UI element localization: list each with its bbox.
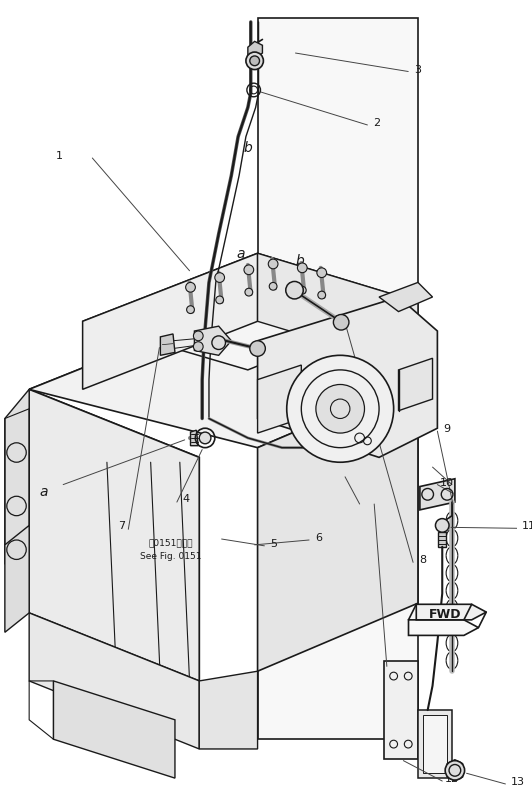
Circle shape (250, 57, 260, 67)
Polygon shape (82, 254, 257, 389)
Text: 8: 8 (419, 555, 426, 565)
Polygon shape (384, 662, 418, 759)
Polygon shape (190, 430, 198, 446)
Text: 12: 12 (445, 773, 459, 783)
Circle shape (245, 289, 253, 296)
Circle shape (268, 259, 278, 270)
Text: b: b (296, 254, 304, 268)
Polygon shape (416, 605, 486, 620)
Polygon shape (5, 526, 29, 633)
Polygon shape (257, 380, 418, 671)
Text: 1: 1 (56, 151, 63, 161)
Circle shape (187, 307, 194, 314)
Text: 7: 7 (118, 521, 125, 531)
Circle shape (212, 336, 226, 350)
Text: FWD: FWD (429, 607, 462, 620)
Polygon shape (29, 613, 200, 749)
Polygon shape (409, 620, 478, 636)
Polygon shape (194, 327, 231, 356)
Polygon shape (257, 298, 437, 458)
Circle shape (186, 283, 195, 293)
Polygon shape (438, 532, 446, 547)
Circle shape (246, 53, 263, 71)
Polygon shape (29, 322, 418, 448)
Polygon shape (5, 389, 29, 565)
Text: ターボチャージャ: ターボチャージャ (287, 400, 327, 409)
Circle shape (215, 273, 225, 283)
Polygon shape (257, 19, 418, 740)
Circle shape (445, 760, 464, 780)
Text: 10: 10 (440, 477, 454, 487)
Polygon shape (53, 681, 175, 778)
Polygon shape (29, 389, 200, 681)
Text: 4: 4 (182, 494, 189, 503)
Polygon shape (200, 671, 257, 749)
Circle shape (244, 266, 254, 275)
Circle shape (334, 315, 349, 331)
Polygon shape (420, 479, 455, 510)
Text: b: b (244, 141, 253, 155)
Text: a: a (236, 247, 245, 260)
Text: 第0151図参照: 第0151図参照 (148, 537, 193, 547)
Circle shape (194, 342, 203, 352)
Circle shape (436, 519, 449, 532)
Text: a: a (40, 484, 48, 498)
Circle shape (286, 282, 303, 300)
Circle shape (298, 287, 306, 295)
Text: 9: 9 (444, 424, 451, 434)
Text: 2: 2 (373, 118, 381, 128)
Polygon shape (398, 359, 433, 411)
Circle shape (318, 291, 326, 300)
Circle shape (269, 283, 277, 291)
Text: Turbocharger: Turbocharger (288, 414, 344, 423)
Text: 6: 6 (315, 532, 322, 542)
Polygon shape (447, 760, 463, 781)
Polygon shape (29, 389, 200, 681)
Polygon shape (418, 710, 452, 778)
Polygon shape (257, 365, 301, 434)
Circle shape (250, 341, 265, 357)
Text: 11: 11 (522, 521, 532, 531)
Text: See Fig. 0151: See Fig. 0151 (140, 551, 202, 560)
Circle shape (194, 332, 203, 341)
Text: 3: 3 (414, 64, 421, 75)
Polygon shape (29, 322, 423, 438)
Polygon shape (82, 254, 418, 370)
Polygon shape (423, 715, 447, 773)
Text: 5: 5 (271, 538, 278, 548)
Circle shape (287, 356, 394, 463)
Circle shape (316, 385, 364, 434)
Polygon shape (160, 335, 175, 356)
Circle shape (216, 296, 223, 304)
Circle shape (200, 433, 211, 444)
Polygon shape (379, 283, 433, 312)
Circle shape (317, 268, 327, 278)
Polygon shape (248, 43, 262, 59)
Polygon shape (257, 254, 418, 370)
Text: 13: 13 (511, 776, 525, 786)
Circle shape (297, 263, 307, 273)
